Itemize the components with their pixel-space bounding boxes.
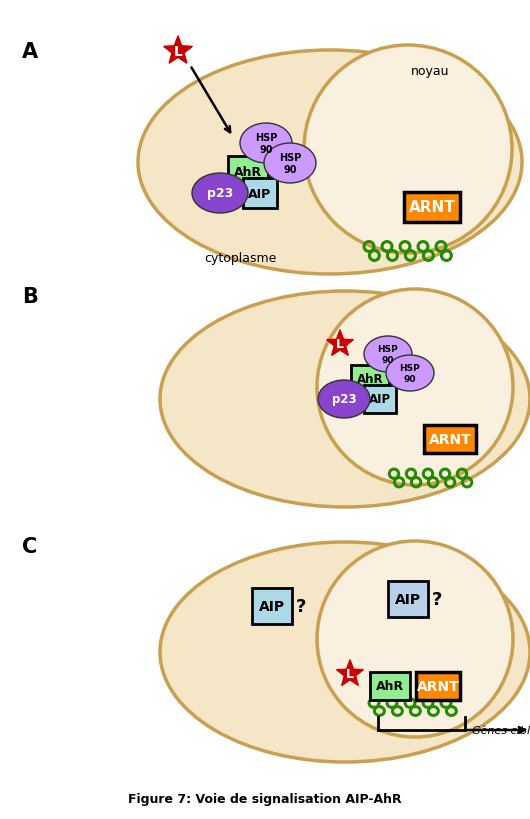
Text: noyau: noyau	[411, 65, 449, 78]
Text: L: L	[173, 45, 182, 59]
FancyBboxPatch shape	[370, 672, 410, 700]
Text: ARNT: ARNT	[409, 201, 455, 215]
FancyBboxPatch shape	[243, 179, 277, 209]
Ellipse shape	[364, 337, 412, 373]
Circle shape	[317, 541, 513, 737]
Text: L: L	[346, 667, 354, 681]
Text: AhR: AhR	[234, 165, 262, 179]
Text: Gènes cibl: Gènes cibl	[472, 725, 530, 735]
Text: cytoplasme: cytoplasme	[204, 251, 276, 265]
Text: p23: p23	[332, 393, 356, 406]
Text: C: C	[22, 536, 37, 556]
Text: p23: p23	[207, 188, 233, 201]
Text: HSP
90: HSP 90	[255, 133, 277, 155]
Text: AIP: AIP	[259, 600, 285, 613]
Text: HSP
90: HSP 90	[400, 364, 420, 383]
Ellipse shape	[160, 542, 530, 762]
Text: B: B	[22, 287, 38, 306]
FancyBboxPatch shape	[228, 156, 268, 187]
Circle shape	[317, 290, 513, 486]
Text: AIP: AIP	[395, 592, 421, 606]
Ellipse shape	[192, 174, 248, 214]
FancyBboxPatch shape	[416, 672, 460, 700]
Polygon shape	[164, 37, 192, 64]
Ellipse shape	[264, 144, 316, 183]
Text: Figure 7: Voie de signalisation AIP-AhR: Figure 7: Voie de signalisation AIP-AhR	[128, 793, 402, 806]
Text: L: L	[336, 338, 344, 351]
Text: ?: ?	[296, 597, 306, 615]
Ellipse shape	[386, 355, 434, 391]
FancyBboxPatch shape	[252, 588, 292, 624]
FancyBboxPatch shape	[424, 426, 476, 454]
Text: AhR: AhR	[357, 373, 383, 386]
Text: AIP: AIP	[369, 393, 391, 406]
Ellipse shape	[240, 124, 292, 164]
Ellipse shape	[138, 51, 522, 274]
Circle shape	[304, 46, 512, 254]
Ellipse shape	[160, 292, 530, 508]
Ellipse shape	[318, 381, 370, 419]
Polygon shape	[326, 331, 354, 356]
Text: ARNT: ARNT	[429, 432, 471, 446]
Text: HSP
90: HSP 90	[377, 345, 399, 364]
Text: ?: ?	[432, 590, 443, 609]
FancyBboxPatch shape	[388, 581, 428, 618]
Text: A: A	[22, 42, 38, 62]
Text: AIP: AIP	[249, 188, 271, 201]
Polygon shape	[337, 660, 363, 686]
FancyBboxPatch shape	[404, 192, 460, 223]
FancyBboxPatch shape	[351, 365, 389, 393]
Text: HSP
90: HSP 90	[279, 153, 301, 174]
FancyBboxPatch shape	[364, 386, 396, 414]
Text: ARNT: ARNT	[417, 679, 460, 693]
Text: AhR: AhR	[376, 680, 404, 693]
